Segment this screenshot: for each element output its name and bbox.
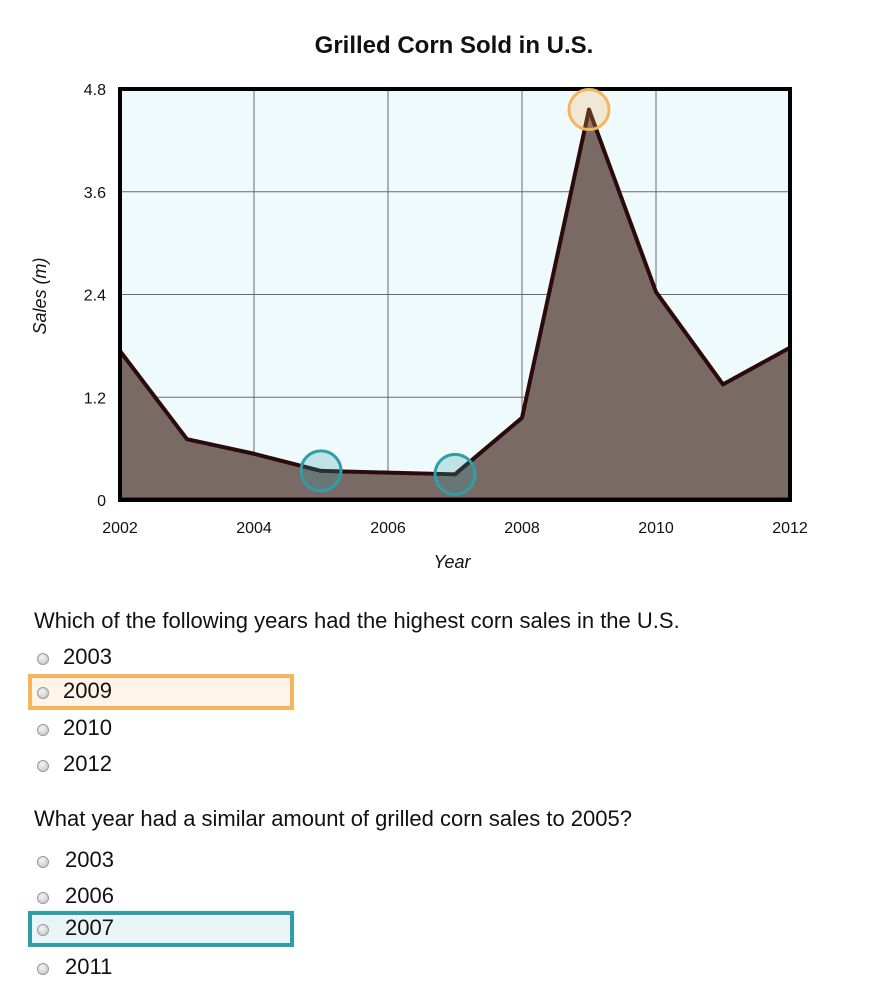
chart-title: Grilled Corn Sold in U.S. [315, 32, 594, 59]
highlight-marker-2007 [433, 452, 477, 496]
option-label: 2003 [63, 644, 112, 669]
y-tick-label: 2.4 [84, 288, 106, 305]
x-tick-label: 2006 [370, 520, 406, 537]
q1-option-2012[interactable]: 2012 [28, 747, 294, 783]
option-label: 2011 [65, 954, 113, 979]
sales-area [120, 109, 790, 501]
radio-button[interactable] [37, 892, 49, 904]
option-label: 2012 [63, 751, 112, 776]
y-tick-label: 3.6 [84, 185, 106, 202]
q2-option-2006[interactable]: 2006 [28, 879, 294, 915]
plot-frame [118, 87, 792, 502]
question-1-text: Which of the following years had the hig… [34, 608, 680, 633]
y-axis-title: Sales (m) [30, 257, 50, 334]
radio-button[interactable] [37, 760, 49, 772]
radio-button[interactable] [37, 724, 49, 736]
radio-button[interactable] [37, 653, 49, 665]
option-label: 2007 [65, 915, 114, 940]
y-tick-label: 0 [97, 493, 106, 510]
q2-option-2011[interactable]: 2011 [28, 950, 294, 986]
option-label: 2009 [63, 678, 112, 703]
x-tick-label: 2010 [638, 520, 674, 537]
question-2-text: What year had a similar amount of grille… [34, 806, 632, 831]
option-label: 2010 [63, 715, 112, 740]
q1-option-2009[interactable]: 2009 [28, 674, 294, 710]
sales-line [118, 107, 791, 477]
radio-button[interactable] [37, 856, 49, 868]
q1-option-2003[interactable]: 2003 [28, 640, 294, 676]
option-label: 2003 [65, 847, 114, 872]
y-tick-label: 1.2 [84, 390, 106, 407]
q2-option-2007[interactable]: 2007 [28, 911, 294, 947]
q2-option-2003[interactable]: 2003 [28, 843, 294, 879]
radio-button[interactable] [37, 963, 49, 975]
radio-button[interactable] [37, 924, 49, 936]
x-tick-label: 2012 [772, 520, 808, 537]
x-tick-label: 2004 [236, 520, 272, 537]
highlight-marker-2009 [567, 88, 611, 132]
highlight-marker-2005 [299, 449, 343, 493]
radio-button[interactable] [37, 687, 49, 699]
y-tick-label: 4.8 [84, 82, 106, 99]
option-label: 2006 [65, 883, 114, 908]
x-tick-label: 2002 [102, 520, 138, 537]
x-tick-label: 2008 [504, 520, 540, 537]
y-axis-ticks: 0 1.2 2.4 3.6 4.8 [84, 82, 106, 510]
q1-option-2010[interactable]: 2010 [28, 711, 294, 747]
x-axis-title: Year [433, 552, 471, 572]
area-chart: Grilled Corn Sold in U.S. 2002 2004 2006 20… [30, 32, 808, 572]
x-axis-ticks: 2002 2004 2006 2008 2010 2012 [102, 520, 808, 537]
